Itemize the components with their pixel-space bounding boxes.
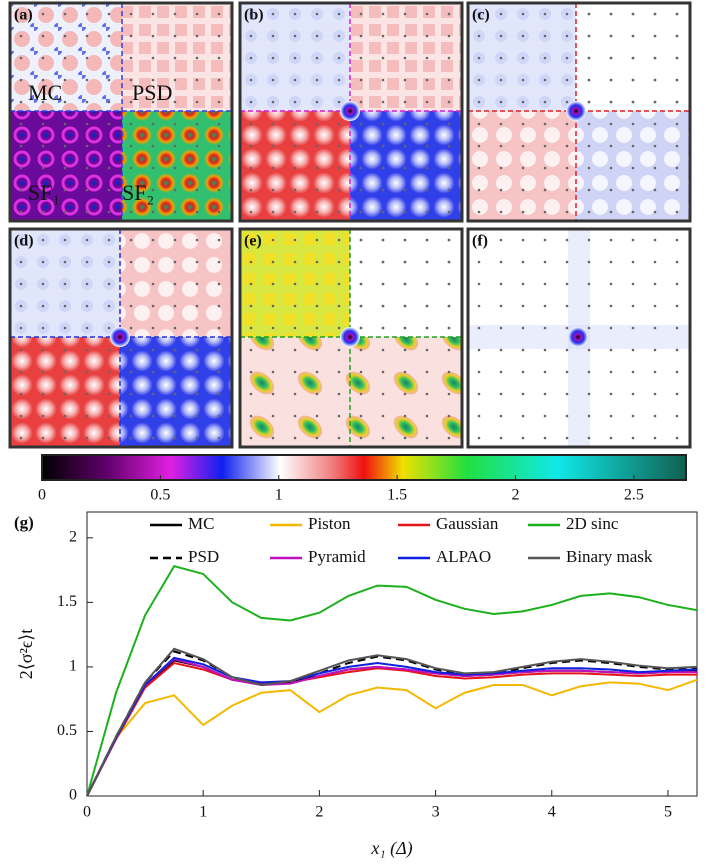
- x-tick-label: 4: [548, 804, 556, 821]
- panel-label: (a): [14, 7, 33, 24]
- center-spot: [568, 327, 588, 347]
- panel-frame: [238, 227, 464, 449]
- series-line: [86, 678, 698, 797]
- series-line: [86, 565, 698, 797]
- series-line: [86, 658, 697, 797]
- series-line: [86, 650, 698, 797]
- panel-annotation: PSD: [132, 80, 172, 105]
- panel-label: (d): [14, 233, 34, 250]
- colorbar-tick-label: 1: [275, 487, 283, 504]
- panel-label: (g): [14, 513, 34, 532]
- panel-frame: [8, 1, 234, 223]
- x-tick-label: 1: [199, 804, 207, 821]
- colorbar: 0 0.5 1 1.5 2 2.5: [38, 454, 687, 504]
- panel-annotation: SF₂: [122, 180, 154, 205]
- center-spot: [110, 327, 130, 347]
- y-tick-label: 0.5: [57, 722, 77, 739]
- y-axis-label: 2⟨σ²ϵ⟩t: [16, 629, 36, 679]
- panels: (a) MC PSD SF₁ SF₂ (b) (c) (d) (e) (f): [8, 1, 692, 449]
- panel-frame: [238, 1, 464, 223]
- legend-label: 2D sinc: [566, 514, 619, 533]
- series-line: [86, 656, 698, 797]
- heatmap-panel: (a) MC PSD SF₁ SF₂: [8, 1, 234, 223]
- legend-label: Gaussian: [436, 514, 499, 533]
- x-tick-label: 0: [83, 804, 91, 821]
- y-tick-label: 2: [69, 528, 77, 545]
- x-tick-label: 5: [664, 804, 672, 821]
- colorbar-tick-label: 0: [38, 487, 46, 504]
- x-tick-label: 2: [315, 804, 323, 821]
- legend-label: Binary mask: [566, 547, 653, 566]
- y-tick-label: 1: [69, 658, 77, 675]
- colorbar-tick-label: 1.5: [387, 487, 407, 504]
- colorbar-tick-label: 2.5: [624, 487, 644, 504]
- heatmap-panel: (b): [238, 1, 464, 223]
- center-spot: [566, 101, 586, 121]
- legend-label: Pyramid: [308, 547, 366, 566]
- legend-label: Piston: [308, 514, 351, 533]
- heatmap-panel: (d): [8, 227, 234, 449]
- series-line: [86, 661, 697, 797]
- x-axis-label: x₁ (Δ): [370, 838, 412, 859]
- panel-annotation: SF₁: [28, 180, 60, 205]
- line-chart: (g) x₁ (Δ) 2⟨σ²ϵ⟩t 0 0.5 1 1.5 2 0 1 2 3 4 5 MC Pist…: [14, 511, 698, 859]
- legend-label: ALPAO: [436, 547, 491, 566]
- legend-label: MC: [188, 514, 214, 533]
- panel-frame: [466, 1, 692, 223]
- panel-label: (b): [244, 7, 264, 24]
- sample-dots: [10, 3, 232, 221]
- x-tick-label: 3: [432, 804, 440, 821]
- series-line: [86, 647, 698, 797]
- legend-label: PSD: [188, 547, 219, 566]
- colorbar-tick-label: 0.5: [150, 487, 170, 504]
- panel-frame: [466, 227, 692, 449]
- heatmap-panel: (e): [238, 227, 464, 449]
- panel-label: (c): [472, 7, 490, 24]
- panel-frame: [8, 227, 234, 449]
- colorbar-tick-label: 2: [512, 487, 520, 504]
- center-spot: [340, 101, 360, 121]
- heatmap-panel: (c): [466, 1, 692, 223]
- panel-annotation: MC: [28, 80, 62, 105]
- center-spot: [340, 327, 360, 347]
- panel-label: (f): [472, 233, 488, 250]
- colorbar-gradient: [41, 454, 687, 481]
- y-tick-label: 1.5: [57, 593, 77, 610]
- panel-label: (e): [244, 233, 262, 250]
- heatmap-panel: (f): [466, 227, 692, 449]
- y-tick-label: 0: [69, 787, 77, 804]
